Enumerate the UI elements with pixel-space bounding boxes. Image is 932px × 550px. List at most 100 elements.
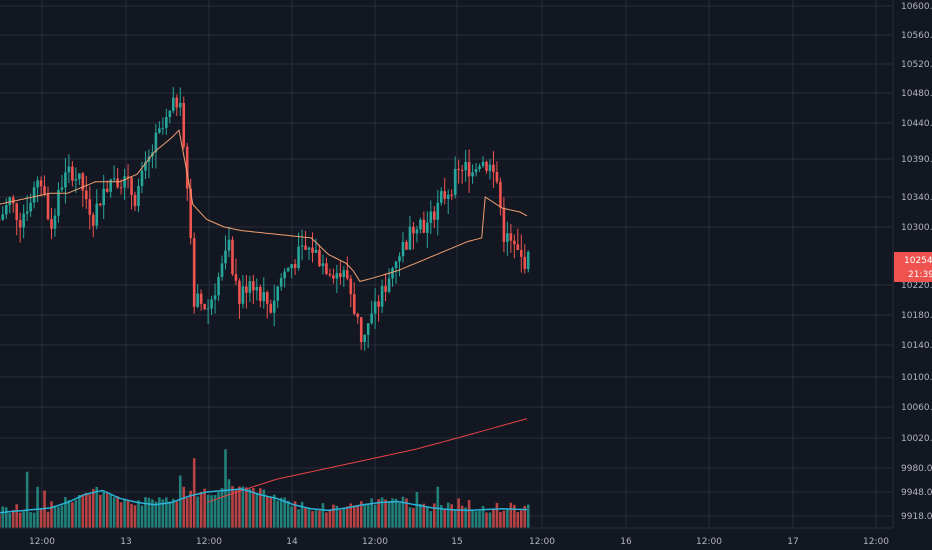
volume-bar	[307, 507, 311, 528]
price-tick-label: 10180.0	[901, 311, 932, 321]
candle-body	[130, 177, 133, 195]
volume-bar	[290, 506, 293, 528]
volume-bar	[478, 510, 481, 528]
volume-bar	[18, 512, 22, 528]
volume-bar	[109, 494, 112, 528]
candle-body	[467, 161, 471, 177]
volume-bar	[144, 497, 147, 528]
volume-bar	[450, 504, 453, 528]
candle-body	[220, 263, 224, 278]
candle-body	[450, 194, 453, 196]
volume-bar	[276, 500, 279, 528]
candle-body	[335, 273, 339, 279]
candle-body	[224, 250, 227, 264]
candle-body	[283, 271, 286, 279]
volume-bar	[492, 508, 495, 528]
candle-body	[499, 181, 502, 208]
volume-bar	[4, 507, 8, 528]
candle-body	[189, 188, 192, 239]
candle-body	[495, 172, 499, 182]
volume-bar	[43, 490, 46, 528]
candle-body	[248, 281, 252, 293]
volume-bar	[95, 486, 99, 528]
candle-body	[178, 103, 182, 108]
volume-bar	[245, 487, 248, 528]
price-tick-label: 10480.0	[901, 89, 932, 99]
volume-bar	[436, 486, 440, 528]
volume-bar	[415, 492, 419, 528]
candle-body	[408, 226, 412, 250]
candle-body	[276, 286, 279, 301]
volume-bar	[460, 505, 464, 528]
volume-bar	[433, 503, 436, 528]
volume-bar	[213, 494, 217, 528]
volume-bar	[356, 504, 360, 528]
candle-body	[175, 97, 179, 108]
volume-bar	[206, 494, 210, 528]
price-tick-label: 10390.0	[901, 155, 932, 165]
candle-body	[91, 214, 95, 226]
candle-body	[199, 293, 203, 305]
candle-body	[373, 301, 377, 314]
candle-body	[67, 166, 71, 173]
volume-bar	[314, 510, 318, 528]
volume-bar	[439, 505, 443, 528]
volume-bar	[332, 504, 335, 528]
volume-bar	[377, 499, 380, 528]
volume-bar	[408, 507, 412, 528]
time-tick-label: 12:00	[29, 537, 55, 547]
volume-bar	[339, 510, 342, 528]
price-tick-label: 10140.0	[901, 341, 932, 351]
candle-body	[217, 277, 220, 296]
volume-bar	[74, 500, 78, 528]
candle-body	[185, 146, 189, 189]
volume-bar	[248, 488, 252, 528]
volume-bar	[262, 489, 266, 528]
price-tick-label: 10300.0	[901, 223, 932, 233]
volume-bar	[342, 507, 346, 528]
volume-bar	[217, 492, 220, 528]
volume-bar	[259, 488, 262, 528]
candle-body	[25, 211, 29, 214]
indicator-lines	[0, 129, 528, 514]
candle-body	[213, 295, 217, 300]
volume-bar	[422, 503, 426, 528]
candle-body	[154, 132, 158, 153]
candle-body	[359, 317, 363, 343]
volume-bar	[426, 507, 429, 528]
volume-bar	[0, 513, 1, 528]
volume-bar	[137, 500, 140, 528]
candle-body	[203, 304, 206, 310]
candle-body	[262, 292, 266, 302]
price-axis[interactable]: 10600.0 10560.0 10520.0 10480.0 10440.0 10390…	[901, 2, 932, 522]
volume-bar	[311, 511, 314, 528]
candle-body	[182, 103, 186, 147]
price-tick-label: 10220.0	[901, 281, 932, 291]
volume-bar	[495, 502, 499, 528]
candle-body	[363, 334, 366, 343]
volume-bar	[471, 509, 474, 528]
candle-body	[433, 211, 436, 220]
volume-bar	[509, 502, 513, 528]
volume-bar	[78, 494, 81, 528]
candle-body	[165, 117, 168, 128]
candle-body	[314, 249, 318, 253]
volume-bar	[15, 504, 18, 528]
volume-bar	[71, 502, 74, 528]
time-axis[interactable]: 12:00 13 12:00 14 12:00 15 12:00 16 12:00 17 12:00	[29, 537, 889, 547]
volume-bar	[446, 502, 450, 528]
grid-lines	[0, 0, 893, 528]
volume-bar	[154, 501, 158, 528]
volume-bar	[46, 511, 50, 528]
volume-bar	[238, 486, 241, 528]
candle-body	[133, 194, 137, 207]
candle-body	[318, 249, 321, 267]
candle-body	[290, 264, 293, 269]
volume-bar	[255, 492, 259, 528]
volume-bar	[352, 505, 356, 528]
volume-bar	[321, 503, 325, 528]
candle-body	[172, 97, 175, 111]
candle-body	[255, 286, 259, 291]
candle-body	[485, 161, 488, 171]
